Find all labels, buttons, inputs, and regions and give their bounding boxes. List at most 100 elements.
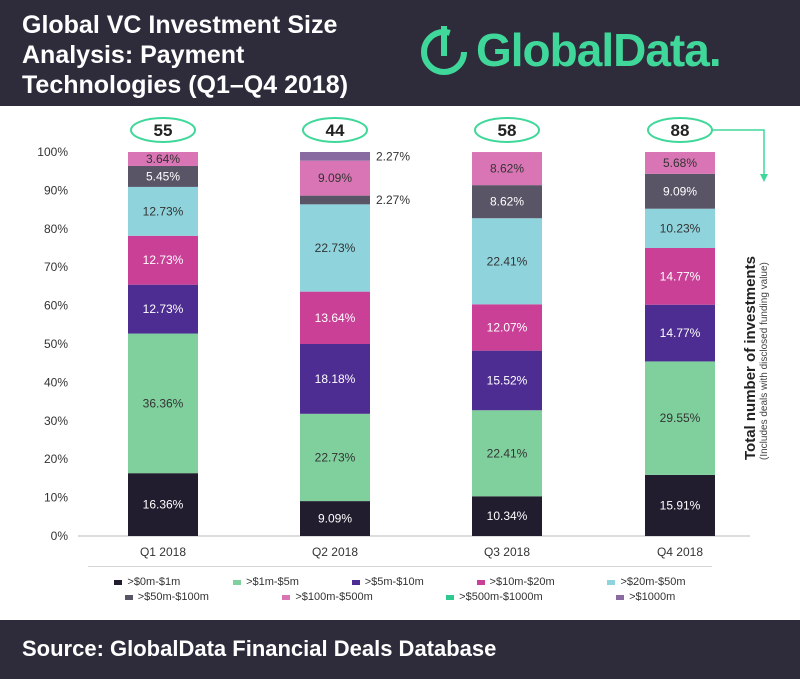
- legend-swatch: [124, 594, 133, 600]
- stacked-bar-chart: 0% 10% 20% 30% 40% 50% 60% 70% 80% 90% 100% 16.36% 3…: [37, 117, 768, 559]
- legend-swatch: [282, 594, 291, 600]
- legend-item: >$1000m: [616, 591, 675, 603]
- data-label: 22.73%: [315, 241, 356, 255]
- legend-item: >$100m-$500m: [282, 591, 373, 603]
- legend-label: >$5m-$10m: [364, 576, 424, 588]
- bar-segment: [300, 152, 370, 161]
- legend-item: >$0m-$1m: [114, 576, 180, 588]
- data-label: 13.64%: [315, 311, 356, 325]
- data-label: 8.62%: [490, 162, 524, 176]
- bar-segment: [128, 235, 198, 285]
- header: Global VC Investment Size Analysis: Paym…: [0, 0, 800, 106]
- data-label: 9.09%: [318, 512, 352, 526]
- bar-segment: [472, 496, 542, 536]
- data-label: 12.07%: [487, 320, 528, 334]
- y-tick-label: 40%: [44, 375, 68, 389]
- bar-segment: [300, 291, 370, 344]
- legend-label: >$1000m: [629, 591, 676, 603]
- legend-label: >$0m-$1m: [127, 576, 181, 588]
- total-badge: [302, 117, 368, 143]
- footer: Source: GlobalData Financial Deals Datab…: [0, 620, 800, 679]
- legend-row: >$50m-$100m >$100m-$500m >$500m-$1000m >$10…: [88, 591, 712, 603]
- bar-segment: [472, 185, 542, 219]
- bar-segment: [300, 344, 370, 414]
- arrow-down-icon: [760, 174, 768, 182]
- bar-segment: [128, 333, 198, 474]
- bar-segment: [645, 361, 715, 475]
- data-label: 8.62%: [490, 195, 524, 209]
- legend-item: >$20m-$50m: [607, 576, 686, 588]
- x-tick-label: Q4 2018: [657, 545, 703, 559]
- bar-segment: [300, 501, 370, 536]
- bar-segment: [472, 350, 542, 411]
- y-tick-label: 30%: [44, 414, 68, 428]
- bar-segment: [645, 208, 715, 248]
- bar-segment: [300, 204, 370, 292]
- bar-segment: [472, 152, 542, 186]
- total-value: 44: [326, 121, 345, 140]
- total-badge: [474, 117, 540, 143]
- data-label: 15.91%: [660, 498, 701, 512]
- bar-segment: [645, 173, 715, 209]
- legend-swatch: [607, 579, 616, 585]
- logo-icon: [421, 26, 467, 75]
- data-label: 2.27%: [376, 149, 410, 163]
- bar-segment: [128, 165, 198, 187]
- y-tick-label: 80%: [44, 222, 68, 236]
- data-label: 10.23%: [660, 221, 701, 235]
- legend-swatch: [233, 579, 242, 585]
- data-label: 14.77%: [660, 326, 701, 340]
- data-label: 12.73%: [143, 302, 184, 316]
- bar-segment: [128, 473, 198, 536]
- y-tick-label: 60%: [44, 299, 68, 313]
- data-label: 22.41%: [487, 446, 528, 460]
- callout-line: [712, 129, 765, 176]
- bar-segment: [300, 160, 370, 196]
- y-tick-label: 0%: [51, 529, 69, 543]
- total-value: 55: [154, 121, 173, 140]
- data-label: 2.27%: [376, 193, 410, 207]
- data-label: 12.73%: [143, 204, 184, 218]
- legend-item: >$10m-$20m: [476, 576, 555, 588]
- side-axis-label: Total number of investments (Includes de…: [742, 256, 770, 460]
- legend-label: >$500m-$1000m: [459, 591, 543, 603]
- bar-segment: [300, 195, 370, 205]
- y-tick-label: 10%: [44, 491, 68, 505]
- legend-swatch: [446, 594, 455, 600]
- data-label: 36.36%: [143, 396, 184, 410]
- bar-segment: [472, 218, 542, 305]
- bar-segment: [645, 304, 715, 362]
- y-tick-label: 100%: [37, 145, 68, 159]
- legend-item: >$1m-$5m: [233, 576, 299, 588]
- side-label-subtitle: (Includes deals with disclosed funding v…: [759, 262, 770, 460]
- logo-text: GlobalData.: [476, 24, 722, 76]
- data-label: 22.41%: [487, 254, 528, 268]
- source-text: Source: GlobalData Financial Deals Datab…: [22, 636, 497, 661]
- legend-swatch: [114, 579, 123, 585]
- y-tick-label: 20%: [44, 452, 68, 466]
- legend-item: >$50m-$100m: [124, 591, 209, 603]
- data-label: 29.55%: [660, 411, 701, 425]
- legend-item: >$500m-$1000m: [446, 591, 543, 603]
- x-tick-label: Q2 2018: [312, 545, 358, 559]
- legend-label: >$10m-$20m: [489, 576, 555, 588]
- data-label: 16.36%: [143, 498, 184, 512]
- y-tick-label: 70%: [44, 260, 68, 274]
- x-tick-label: Q3 2018: [484, 545, 530, 559]
- bar-segment: [645, 248, 715, 305]
- legend-row: >$0m-$1m >$1m-$5m >$5m-$10m >$10m-$20m >$20m…: [88, 576, 712, 588]
- legend-label: >$20m-$50m: [620, 576, 686, 588]
- data-label: 14.77%: [660, 269, 701, 283]
- bar-segment: [300, 413, 370, 502]
- globaldata-logo: GlobalData.: [418, 22, 722, 78]
- data-label: 3.64%: [146, 152, 180, 166]
- legend: >$0m-$1m >$1m-$5m >$5m-$10m >$10m-$20m >$20m…: [88, 566, 712, 606]
- data-label: 10.34%: [487, 509, 528, 523]
- data-label: 5.45%: [146, 169, 180, 183]
- legend-swatch: [476, 579, 485, 585]
- data-label: 9.09%: [318, 171, 352, 185]
- bar-segment: [128, 284, 198, 334]
- side-label-title: Total number of investments: [742, 256, 759, 460]
- bar-segment: [128, 186, 198, 236]
- bar-segment: [645, 474, 715, 536]
